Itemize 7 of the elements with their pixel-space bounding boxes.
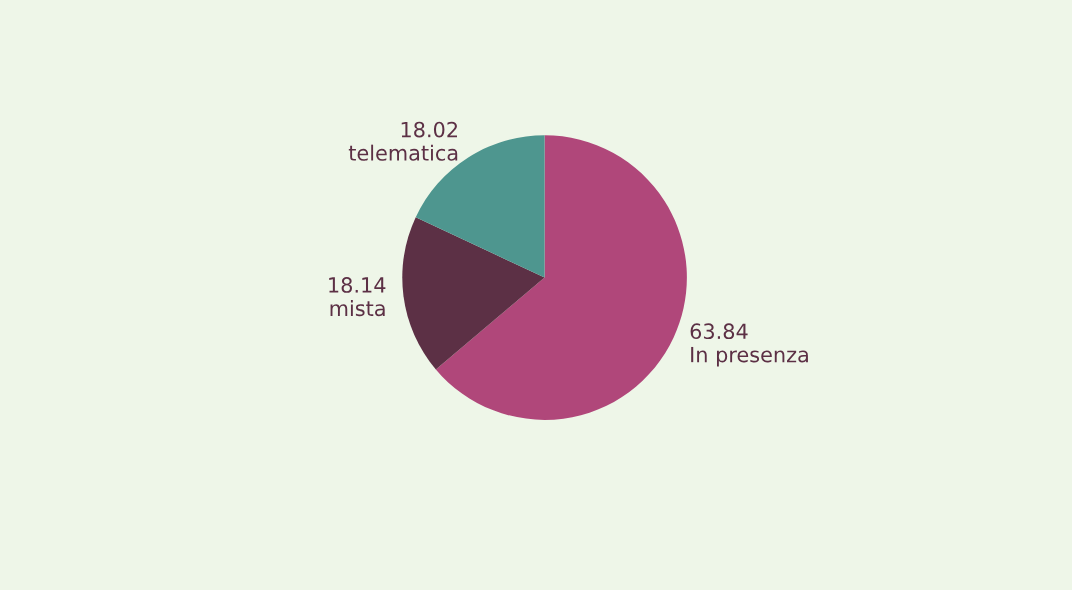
slice-label: mista — [330, 300, 385, 317]
pie-slice — [402, 217, 545, 370]
slice-label: In presenza — [691, 346, 808, 367]
data-label: 18.02 — [401, 121, 457, 138]
data-label: 18.14 — [329, 277, 386, 293]
slice-label: telematica — [348, 144, 458, 161]
data-label: 63.84 — [690, 323, 748, 340]
